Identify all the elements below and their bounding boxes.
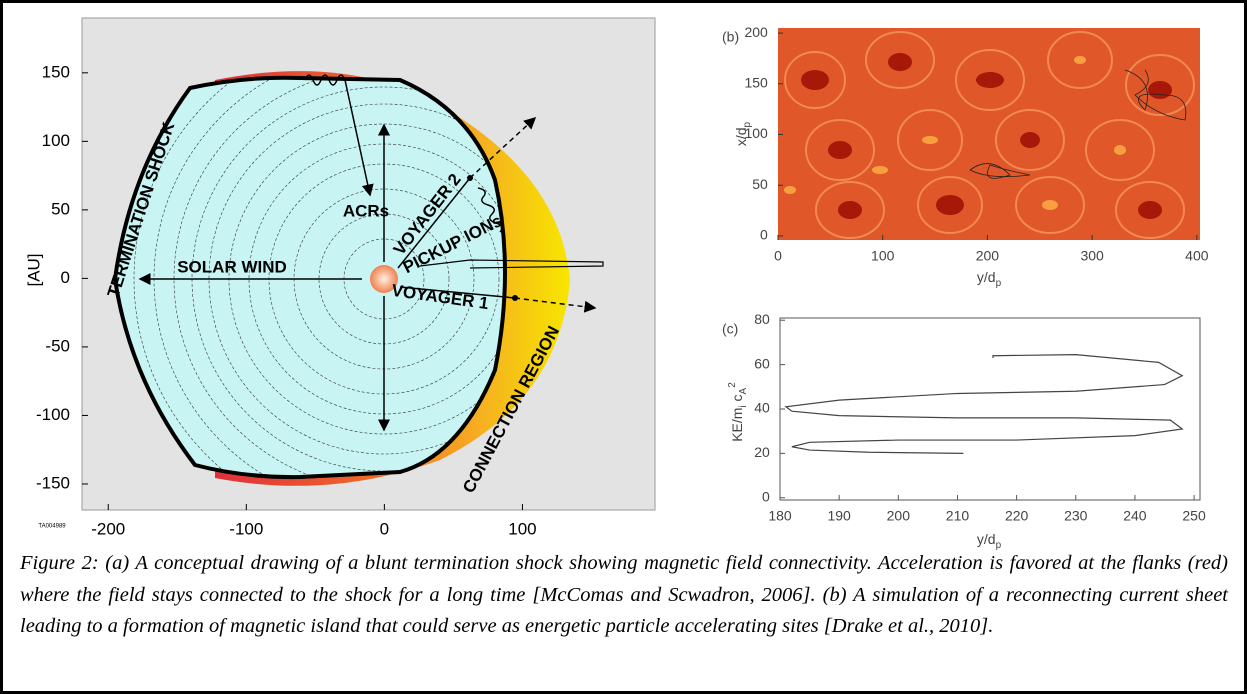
x-tick-label: 200 bbox=[887, 508, 911, 524]
label-part: A bbox=[738, 387, 749, 394]
x-tick-label: 190 bbox=[827, 508, 851, 524]
y-tick-label: 150 bbox=[744, 74, 768, 90]
y-tick-label: -100 bbox=[36, 405, 70, 424]
y-axis-label: KE/mi cA2 bbox=[727, 382, 749, 442]
x-tick-label: 300 bbox=[1080, 248, 1104, 264]
label-part: p bbox=[742, 121, 753, 127]
panel-tag: (b) bbox=[722, 29, 739, 45]
label-part: c bbox=[729, 394, 745, 405]
x-tick-label: -100 bbox=[229, 519, 263, 538]
label: ACRs bbox=[343, 201, 389, 220]
x-tick-label: 230 bbox=[1064, 508, 1088, 524]
y-tick-label: 80 bbox=[754, 311, 770, 327]
label-part: 2 bbox=[727, 382, 738, 388]
x-tick-label: 400 bbox=[1185, 248, 1209, 264]
x-axis-label: y/dp bbox=[977, 269, 1002, 289]
label-part: y/d bbox=[977, 531, 996, 547]
label-part: x/d bbox=[733, 127, 749, 146]
label-part: KE/m bbox=[729, 408, 745, 442]
x-tick-label: 180 bbox=[768, 508, 792, 524]
y-tick-label: 50 bbox=[51, 199, 70, 218]
label-part: y/d bbox=[977, 269, 996, 285]
y-tick-label: 0 bbox=[760, 227, 768, 243]
y-tick-label: 150 bbox=[42, 62, 70, 81]
y-tick-label: 50 bbox=[752, 176, 768, 192]
voyager-2-position bbox=[467, 175, 473, 181]
x-tick-label: 250 bbox=[1182, 508, 1206, 524]
label: SOLAR WIND bbox=[177, 257, 287, 276]
y-tick-label: 0 bbox=[762, 488, 770, 504]
x-tick-label: 200 bbox=[976, 248, 1000, 264]
caption: Figure 2: (a) A conceptual drawing of a … bbox=[20, 548, 1228, 643]
x-tick-label: 0 bbox=[774, 248, 782, 264]
y-tick-label: -150 bbox=[36, 473, 70, 492]
x-tick-label: 210 bbox=[946, 508, 970, 524]
panel-tag: (c) bbox=[722, 321, 738, 337]
x-tick-label: 0 bbox=[380, 519, 389, 538]
y-tick-label: -50 bbox=[45, 336, 70, 355]
figure-code: TA004989 bbox=[38, 524, 66, 530]
y-tick-label: 0 bbox=[61, 268, 70, 287]
panel-a: TERMINATION SHOCK SOLAR WIND ACRs VOYAGE… bbox=[24, 18, 655, 538]
page: {"panel_a": {"xlim": [-219, 196], "ylim"… bbox=[0, 0, 1247, 694]
x-tick-label: 100 bbox=[508, 519, 536, 538]
label-part: p bbox=[996, 278, 1002, 289]
voyager-1-position bbox=[512, 295, 518, 301]
x-tick-label: -200 bbox=[91, 519, 125, 538]
y-axis-label: [AU] bbox=[24, 253, 43, 286]
y-tick-label: 60 bbox=[754, 355, 770, 371]
y-tick-label: 20 bbox=[754, 444, 770, 460]
y-tick-label: 200 bbox=[744, 24, 768, 40]
curve bbox=[786, 355, 1182, 454]
y-tick-label: 40 bbox=[754, 400, 770, 416]
x-tick-label: 100 bbox=[871, 248, 895, 264]
panel-c: (c) 180 190 200 210 220 230 240 250 0 20 40 60 80 y/d… bbox=[722, 311, 1206, 551]
x-tick-label: 240 bbox=[1123, 508, 1147, 524]
y-tick-label: 100 bbox=[42, 131, 70, 150]
x-tick-label: 220 bbox=[1005, 508, 1029, 524]
plot-frame bbox=[780, 318, 1200, 500]
